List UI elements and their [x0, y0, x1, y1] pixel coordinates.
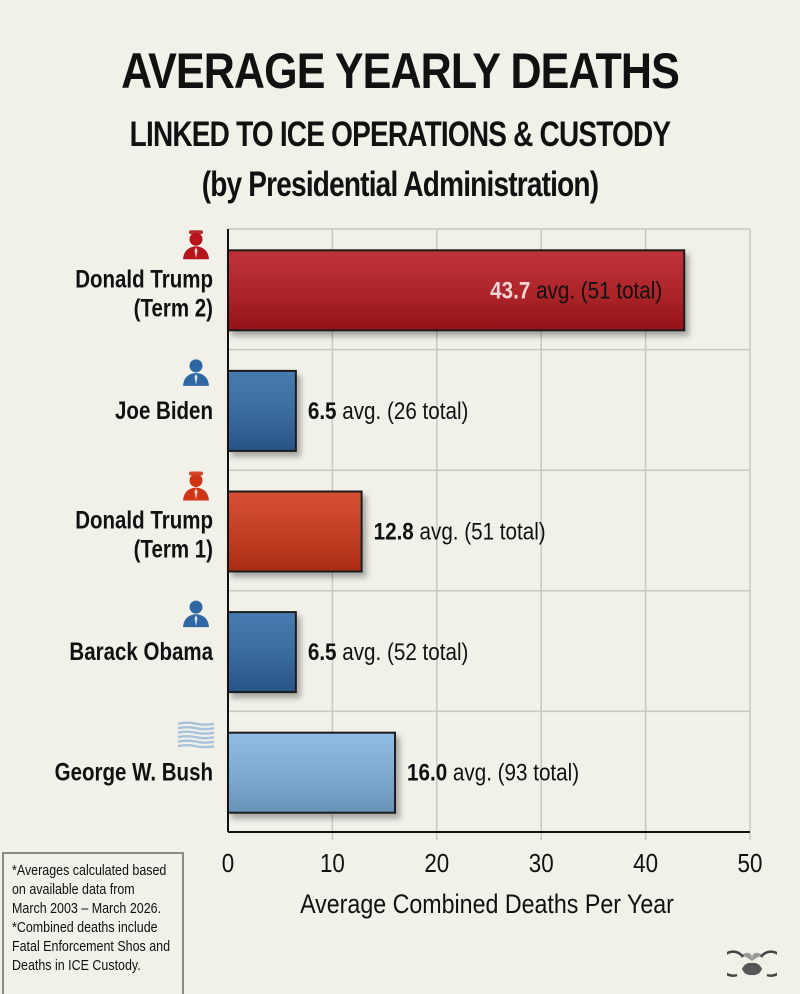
x-tick-label: 20 — [424, 849, 449, 878]
footnote-line: *Averages calculated based — [12, 863, 167, 879]
bar-value-suffix: avg. (26 total) — [337, 397, 469, 424]
bar-value: 6.5 — [308, 397, 337, 424]
watermark-logo-icon — [727, 950, 777, 977]
republican-person-icon — [183, 471, 209, 501]
democrat-person-icon — [183, 359, 209, 386]
chart-title: AVERAGE YEARLY DEATHS — [121, 43, 680, 99]
bar-value-suffix: avg. (52 total) — [337, 639, 469, 666]
bar-value-label: 43.7 avg. (51 total) — [490, 277, 662, 304]
bar-shade — [229, 371, 295, 450]
category-label-line2: (Term 1) — [134, 535, 213, 563]
footnote-line: on available data from — [12, 882, 135, 898]
republican-person-icon — [183, 230, 209, 260]
bar-value-label: 6.5 avg. (52 total) — [308, 639, 469, 666]
bar-group: 12.8 avg. (51 total) — [227, 490, 546, 573]
category-label: Donald Trump — [75, 264, 213, 292]
footnote-line: March 2003 – March 2026. — [12, 901, 162, 917]
bar-group: 6.5 avg. (52 total) — [227, 611, 469, 694]
footnote-line: *Combined deaths include — [12, 920, 158, 936]
category-label: Donald Trump — [75, 506, 213, 534]
x-tick-label: 30 — [529, 849, 554, 878]
bar-shade — [229, 733, 395, 812]
bar-value: 43.7 — [490, 277, 530, 304]
category-label: Barack Obama — [69, 637, 213, 665]
bar-shade — [229, 251, 684, 330]
bar-value-label: 6.5 avg. (26 total) — [308, 397, 469, 424]
bar-group: 6.5 avg. (26 total) — [227, 369, 469, 452]
bar-value: 16.0 — [407, 759, 447, 786]
footnote-line: Deaths in ICE Custody. — [12, 958, 141, 974]
bar-value-label: 12.8 avg. (51 total) — [374, 518, 546, 545]
bar-value-suffix: avg. (51 total) — [530, 277, 662, 304]
x-tick-label: 10 — [320, 849, 345, 878]
bars: 43.7 avg. (51 total) 6.5 avg. (26 total) 1… — [227, 249, 686, 814]
democrat-person-icon — [183, 600, 209, 628]
chart-subtitle: LINKED TO ICE OPERATIONS & CUSTODY — [129, 115, 671, 154]
bar-value-suffix: avg. (93 total) — [447, 759, 579, 786]
x-tick-label: 40 — [633, 849, 658, 878]
bar-group: 16.0 avg. (93 total) — [227, 731, 579, 814]
bar-value-suffix: avg. (51 total) — [414, 518, 546, 545]
bar-group: 43.7 avg. (51 total) — [227, 249, 686, 332]
bar-shade — [229, 492, 361, 571]
chart-subtitle-2: (by Presidential Administration) — [201, 165, 599, 204]
category-label: Joe Biden — [115, 396, 213, 424]
bar-shade — [229, 613, 295, 692]
category-label-line2: (Term 2) — [134, 293, 213, 321]
footnote-line: Fatal Enforcement Shos and — [12, 939, 171, 955]
us-flag-icon — [177, 721, 215, 749]
category-label: George W. Bush — [55, 758, 213, 786]
bar-value: 6.5 — [308, 639, 337, 666]
x-tick-label: 0 — [222, 849, 234, 878]
x-axis-label: Average Combined Deaths Per Year — [300, 889, 674, 919]
bar-value-label: 16.0 avg. (93 total) — [407, 759, 579, 786]
x-tick-label: 50 — [738, 849, 763, 878]
bar-value: 12.8 — [374, 518, 414, 545]
footnote-box: *Averages calculated based on available d… — [2, 852, 184, 994]
